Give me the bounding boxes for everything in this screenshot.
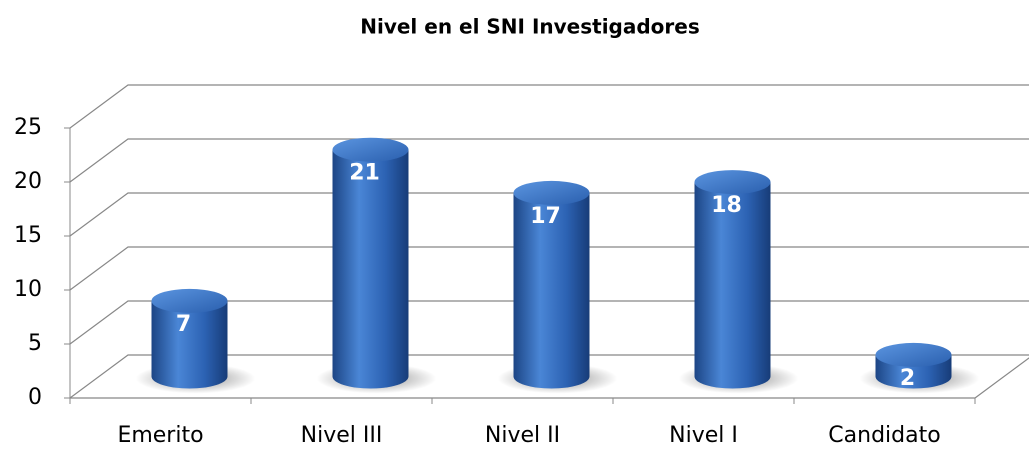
data-label: 21 — [349, 161, 380, 186]
chart-title: Nivel en el SNI Investigadores — [360, 15, 700, 39]
y-tick-label: 5 — [28, 331, 42, 356]
x-tick-label: Nivel I — [669, 423, 738, 448]
bar — [151, 300, 228, 389]
y-tick-label: 20 — [14, 169, 42, 194]
y-tick-label: 10 — [14, 277, 42, 302]
bar-top — [875, 342, 952, 367]
bar — [332, 149, 409, 389]
y-tick-label: 15 — [14, 223, 42, 248]
x-tick-label: Nivel II — [485, 423, 560, 448]
bar-top — [694, 170, 771, 195]
data-label: 17 — [530, 204, 561, 229]
data-label: 7 — [176, 312, 191, 337]
x-tick-label: Emerito — [117, 423, 203, 448]
y-tick-label: 0 — [28, 385, 42, 410]
bar-top — [332, 137, 409, 162]
grid-line — [69, 138, 1029, 183]
y-tick-label: 25 — [14, 115, 42, 140]
bar-top — [513, 180, 590, 205]
bar-top — [151, 288, 228, 313]
data-label: 18 — [711, 193, 742, 218]
grid-line — [69, 84, 1029, 129]
bar — [694, 182, 771, 389]
x-tick-label: Candidato — [828, 423, 940, 448]
bar — [513, 192, 590, 389]
x-tick-label: Nivel III — [301, 423, 383, 448]
data-label: 2 — [900, 366, 915, 391]
